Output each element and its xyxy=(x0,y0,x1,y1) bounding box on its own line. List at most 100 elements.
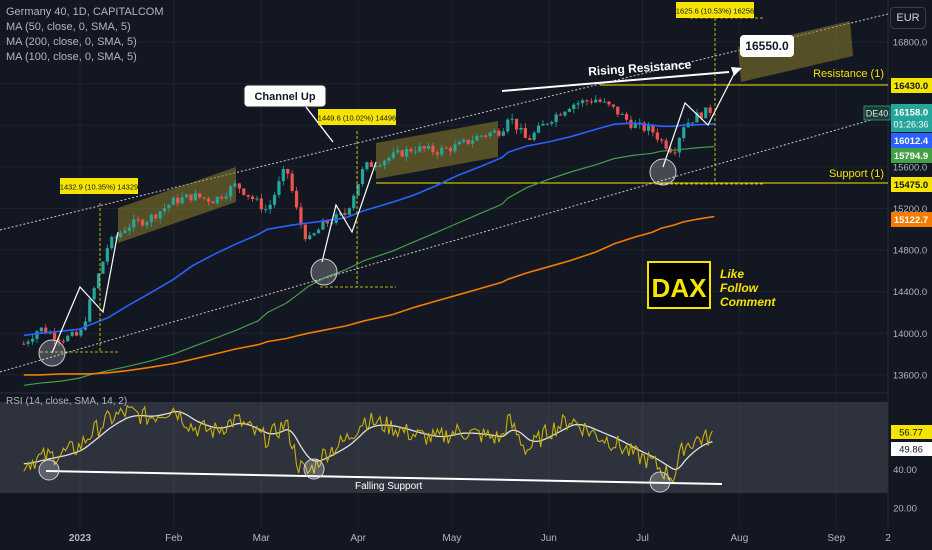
price-tick-label: 15200.0 xyxy=(893,204,927,215)
candle-body xyxy=(704,107,708,119)
measure-label-3-box xyxy=(676,2,754,18)
symbol-title[interactable]: Germany 40, 1D, CAPITALCOM xyxy=(6,6,164,18)
candle-body xyxy=(651,125,655,133)
candle-body xyxy=(426,145,431,149)
candle-body xyxy=(699,112,703,119)
channel-up-callout xyxy=(243,84,327,108)
candle-body xyxy=(259,198,263,210)
candle-body xyxy=(484,135,488,137)
candle-body xyxy=(114,236,118,238)
price-tick-label: 13600.0 xyxy=(893,370,927,381)
candle-body xyxy=(576,103,580,105)
candle-body xyxy=(96,273,101,289)
candle-body xyxy=(418,146,422,152)
candle-body xyxy=(250,196,255,200)
candle-body xyxy=(510,118,514,120)
price-tick-label: 14400.0 xyxy=(893,287,927,298)
candle-body xyxy=(594,99,598,103)
rsi-falling-support-line xyxy=(45,470,723,485)
rising-resistance-line xyxy=(501,71,730,92)
candle-body xyxy=(268,204,272,210)
candle-body xyxy=(118,232,123,237)
time-tick-label: 2023 xyxy=(69,533,92,544)
candle-body xyxy=(536,125,541,133)
candle-body xyxy=(708,107,712,113)
range-box-target xyxy=(738,21,853,82)
dax-badge-box xyxy=(647,261,711,309)
measure-label-2: 1449.6 (10.02%) 14496 xyxy=(318,114,396,123)
candle-body xyxy=(35,331,39,339)
price-tick-label: 15600.0 xyxy=(893,162,927,173)
ma50-tag: 16012.4 xyxy=(894,136,929,147)
candle-body xyxy=(541,123,545,126)
candle-body xyxy=(83,321,87,330)
ma200-tag: 15122.7 xyxy=(894,215,928,226)
candle-body xyxy=(237,183,241,189)
candle-body xyxy=(690,122,695,124)
candle-body xyxy=(92,288,96,300)
candle-body xyxy=(145,222,149,226)
ma100-tag: 15794.9 xyxy=(894,151,928,162)
resistance-tag: 16430.0 xyxy=(894,81,928,92)
candle-body xyxy=(215,196,219,204)
candle-body xyxy=(132,219,136,228)
candle-body xyxy=(101,261,105,274)
candle-body xyxy=(611,104,615,107)
cta-like: Like xyxy=(720,267,744,281)
candle-body xyxy=(198,193,202,198)
rsi-title: RSI (14, close, SMA, 14, 2) xyxy=(6,396,127,407)
candle-body xyxy=(642,122,646,131)
candle-body xyxy=(136,219,140,221)
candle-body xyxy=(444,147,448,149)
countdown-tag: 01:26:36 xyxy=(893,120,928,130)
candle-body xyxy=(44,327,48,334)
time-axis[interactable]: 2023 Feb Mar Apr May Jun Jul Aug Sep 2 xyxy=(69,533,891,544)
candle-body xyxy=(325,220,329,224)
candle-body xyxy=(545,123,549,125)
candle-body xyxy=(123,230,127,233)
support-tag: 15475.0 xyxy=(894,180,928,191)
dax-badge-text: DAX xyxy=(652,273,708,303)
candle-body xyxy=(290,173,294,191)
candle-body xyxy=(57,339,61,341)
indicator-ma100[interactable]: MA (100, close, 0, SMA, 5) xyxy=(6,51,137,63)
time-tick-label: Jun xyxy=(541,533,557,544)
candle-body xyxy=(22,343,26,345)
indicator-ma50[interactable]: MA (50, close, 0, SMA, 5) xyxy=(6,21,131,33)
candle-body xyxy=(677,138,681,153)
price-tick-label: 14000.0 xyxy=(893,329,927,340)
last-price-tag-box xyxy=(891,104,932,132)
support-label: Support (1) xyxy=(829,168,884,180)
ma100-line xyxy=(23,146,715,386)
candle-body xyxy=(312,233,316,236)
candle-body xyxy=(620,113,624,115)
candle-body xyxy=(154,214,158,219)
candle-body xyxy=(343,212,347,215)
indicator-ma200[interactable]: MA (200, close, 0, SMA, 5) xyxy=(6,36,137,48)
price-tick-label: 16800.0 xyxy=(893,38,927,49)
candle-body xyxy=(127,227,131,231)
candle-body xyxy=(246,194,250,197)
currency-button[interactable]: EUR xyxy=(890,7,926,29)
candle-body xyxy=(506,119,510,132)
candle-body xyxy=(572,104,576,109)
ma100-tag-box xyxy=(891,148,932,163)
candle-body xyxy=(193,193,197,201)
candle-body xyxy=(624,113,629,120)
measure-label-1-box xyxy=(60,178,138,194)
candle-body xyxy=(202,197,206,199)
candle-body xyxy=(567,108,571,112)
candle-body xyxy=(176,197,180,204)
time-tick-label: May xyxy=(442,533,461,544)
candle-body xyxy=(189,194,193,201)
projection-path-2 xyxy=(321,161,377,263)
bottom-circle-3 xyxy=(649,158,677,186)
last-price-tag: 16158.0 xyxy=(894,108,928,119)
candle-body xyxy=(369,162,373,167)
candle-body xyxy=(563,111,567,116)
candle-body xyxy=(558,114,563,116)
candle-body xyxy=(695,112,699,123)
resistance-label: Resistance (1) xyxy=(813,68,884,80)
